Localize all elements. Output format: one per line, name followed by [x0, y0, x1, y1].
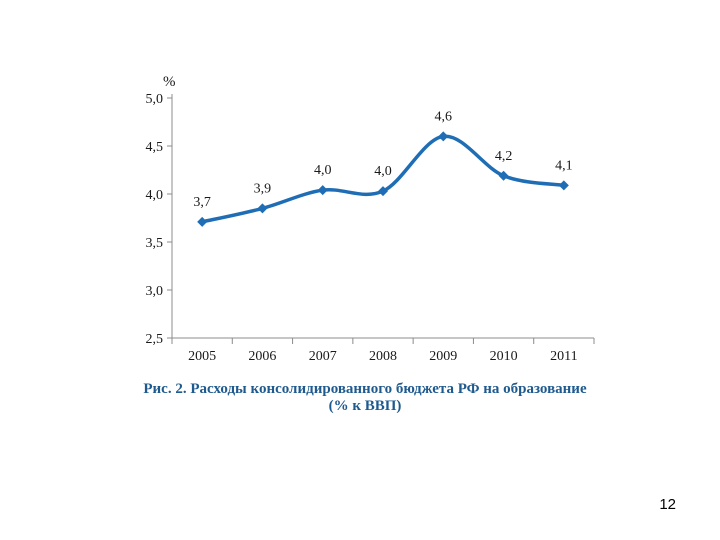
y-tick-label: 2,5	[146, 332, 164, 347]
y-tick-label: 3,0	[146, 284, 164, 299]
page-number: 12	[659, 496, 676, 513]
data-points	[197, 131, 569, 227]
data-label: 4,2	[495, 149, 513, 164]
data-point-marker	[378, 186, 388, 197]
x-tick-label: 2008	[369, 349, 397, 364]
y-tick-label: 3,5	[146, 236, 164, 251]
data-point-marker	[317, 185, 328, 196]
chart-caption-line1: Рис. 2. Расходы консолидированного бюдже…	[110, 381, 620, 398]
x-axis-ticks: 2005 2006 2007 2008 2009 2010 2011	[171, 338, 595, 364]
y-tick-label: 5,0	[146, 92, 164, 107]
y-tick-label: 4,5	[146, 140, 164, 155]
x-tick-label: 2009	[429, 349, 457, 364]
data-label: 4,1	[555, 158, 573, 173]
x-tick-label: 2006	[248, 349, 276, 364]
chart-axes	[171, 94, 594, 339]
data-point-marker	[498, 170, 509, 181]
y-tick-label: 4,0	[146, 188, 164, 203]
data-labels: 3,7 3,9 4,0 4,0 4,6 4,2 4,1	[193, 109, 572, 209]
chart-title: Расходы консолидированного бюджета РФ на…	[190, 381, 587, 397]
data-label: 4,0	[314, 163, 332, 178]
data-point-marker	[257, 203, 268, 214]
chart-title-line2: (% к ВВП)	[328, 398, 402, 414]
figure-number: Рис. 2.	[143, 381, 187, 397]
data-point-marker	[438, 131, 449, 142]
x-tick-label: 2007	[309, 349, 337, 364]
x-tick-label: 2005	[188, 349, 216, 364]
data-point-marker	[197, 216, 208, 227]
data-label: 3,9	[254, 181, 272, 196]
x-tick-label: 2010	[490, 349, 518, 364]
data-label: 4,6	[435, 109, 453, 124]
line-chart: 5,04,54,03,53,02,5 2005 2006 2007 2008 2009 2…	[146, 74, 595, 364]
y-axis-ticks: 5,0 4,5 4,0 3,5 3,0 2,5	[146, 92, 172, 347]
data-label: 3,7	[193, 195, 211, 210]
data-label: 4,0	[374, 164, 392, 179]
data-point-marker	[558, 180, 569, 191]
chart-caption: Рис. 2. Расходы консолидированного бюдже…	[110, 381, 620, 415]
y-axis-unit-label: %	[163, 74, 176, 90]
x-tick-label: 2011	[550, 349, 577, 364]
